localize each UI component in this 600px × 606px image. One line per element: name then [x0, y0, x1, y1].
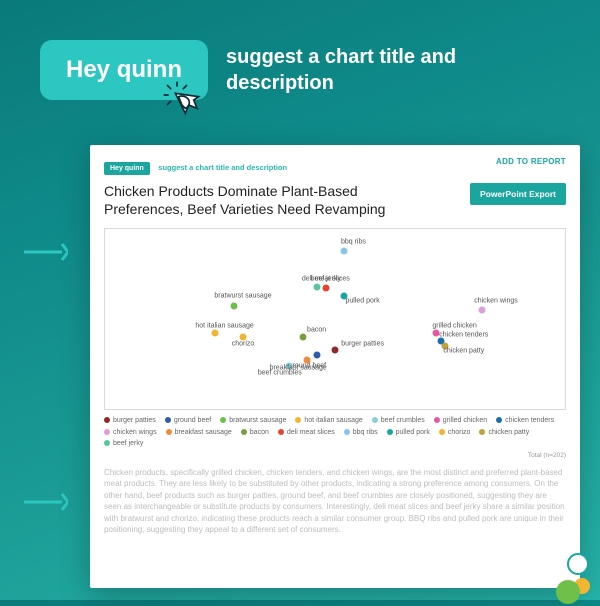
legend-item: bratwurst sausage: [220, 416, 286, 427]
scatter-point: [341, 247, 348, 254]
scatter-label: bacon: [307, 326, 326, 333]
powerpoint-export-button[interactable]: PowerPoint Export: [470, 183, 566, 205]
scatter-point: [212, 330, 219, 337]
scatter-label: bbq ribs: [341, 238, 366, 245]
legend-item: ground beef: [165, 416, 211, 427]
scatter-label: bratwurst sausage: [214, 292, 271, 299]
mini-suggest-text: suggest a chart title and description: [158, 163, 287, 172]
scatter-point: [304, 357, 311, 364]
arrow-icon: [22, 490, 68, 514]
scatter-label: chorizo: [232, 341, 255, 348]
hey-quinn-button[interactable]: Hey quinn: [40, 40, 208, 100]
legend-item: chorizo: [439, 428, 471, 439]
scatter-label: breakfast sausage: [270, 364, 327, 371]
scatter-label: chicken wings: [474, 298, 518, 305]
scatter-point: [322, 285, 329, 292]
decor-dots-icon: [532, 546, 592, 606]
chart-legend: burger patties ground beef bratwurst sausa…: [104, 416, 566, 450]
cursor-click-icon: [162, 80, 202, 120]
legend-item: grilled chicken: [434, 416, 487, 427]
scatter-label: pulled pork: [345, 298, 379, 305]
scatter-point: [332, 346, 339, 353]
scatter-label: chicken tenders: [439, 332, 488, 339]
legend-item: deli meat slices: [278, 428, 335, 439]
legend-item: burger patties: [104, 416, 156, 427]
legend-item: chicken wings: [104, 428, 157, 439]
hero-banner: Hey quinn suggest a chart title and desc…: [40, 40, 560, 100]
hey-quinn-label: Hey quinn: [66, 56, 182, 83]
scatter-plot: burger pattiesground beefbratwurst sausa…: [104, 228, 566, 410]
legend-item: bacon: [241, 428, 269, 439]
legend-item: bbq ribs: [344, 428, 378, 439]
scatter-point: [299, 334, 306, 341]
report-card: Hey quinn suggest a chart title and desc…: [90, 145, 580, 588]
title-row: Chicken Products Dominate Plant-Based Pr…: [104, 183, 566, 218]
scatter-label: chicken patty: [443, 348, 484, 355]
chart-description: Chicken products, specifically grilled c…: [104, 467, 566, 537]
legend-item: chicken patty: [479, 428, 529, 439]
hero-headline: suggest a chart title and description: [226, 44, 560, 96]
scatter-point: [479, 307, 486, 314]
scatter-label: hot italian sausage: [195, 323, 253, 330]
scatter-point: [230, 303, 237, 310]
legend-item: beef crumbles: [372, 416, 425, 427]
scatter-label: burger patties: [341, 341, 384, 348]
arrow-icon: [22, 240, 68, 264]
total-count: Total (n=202): [104, 452, 566, 459]
legend-item: chicken tenders: [496, 416, 554, 427]
mini-hey-quinn-button[interactable]: Hey quinn: [104, 162, 150, 175]
card-header: Hey quinn suggest a chart title and desc…: [104, 157, 566, 175]
scatter-label: beef jerky: [311, 276, 341, 283]
scatter-point: [240, 334, 247, 341]
legend-item: pulled pork: [387, 428, 430, 439]
chart-title: Chicken Products Dominate Plant-Based Pr…: [104, 183, 404, 218]
scatter-point: [313, 283, 320, 290]
legend-item: beef jerky: [104, 439, 143, 450]
legend-item: hot italian sausage: [295, 416, 362, 427]
legend-item: breakfast sausage: [166, 428, 232, 439]
add-to-report-link[interactable]: ADD TO REPORT: [496, 157, 566, 166]
scatter-label: grilled chicken: [432, 323, 476, 330]
scatter-point: [313, 352, 320, 359]
